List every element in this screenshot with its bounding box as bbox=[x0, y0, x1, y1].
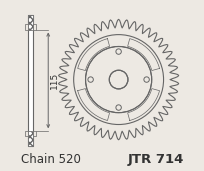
Circle shape bbox=[73, 35, 163, 124]
Bar bbox=[25, 131, 28, 136]
Circle shape bbox=[109, 70, 127, 89]
Polygon shape bbox=[127, 39, 159, 70]
Bar bbox=[28, 15, 33, 30]
Bar bbox=[28, 131, 33, 146]
Circle shape bbox=[85, 47, 151, 113]
Polygon shape bbox=[77, 89, 109, 121]
Polygon shape bbox=[127, 89, 159, 121]
Text: 134: 134 bbox=[110, 87, 126, 96]
Text: 10.5: 10.5 bbox=[129, 50, 146, 59]
Circle shape bbox=[143, 77, 149, 82]
Circle shape bbox=[115, 105, 121, 110]
Bar bbox=[25, 24, 28, 30]
Polygon shape bbox=[77, 39, 109, 70]
Circle shape bbox=[115, 49, 121, 54]
Text: Chain 520: Chain 520 bbox=[21, 153, 81, 166]
Bar bbox=[28, 15, 33, 146]
Bar bbox=[33, 131, 36, 136]
Text: 115: 115 bbox=[50, 72, 59, 89]
Circle shape bbox=[88, 77, 93, 82]
Text: JTR 714: JTR 714 bbox=[127, 153, 183, 166]
Bar bbox=[33, 24, 36, 30]
